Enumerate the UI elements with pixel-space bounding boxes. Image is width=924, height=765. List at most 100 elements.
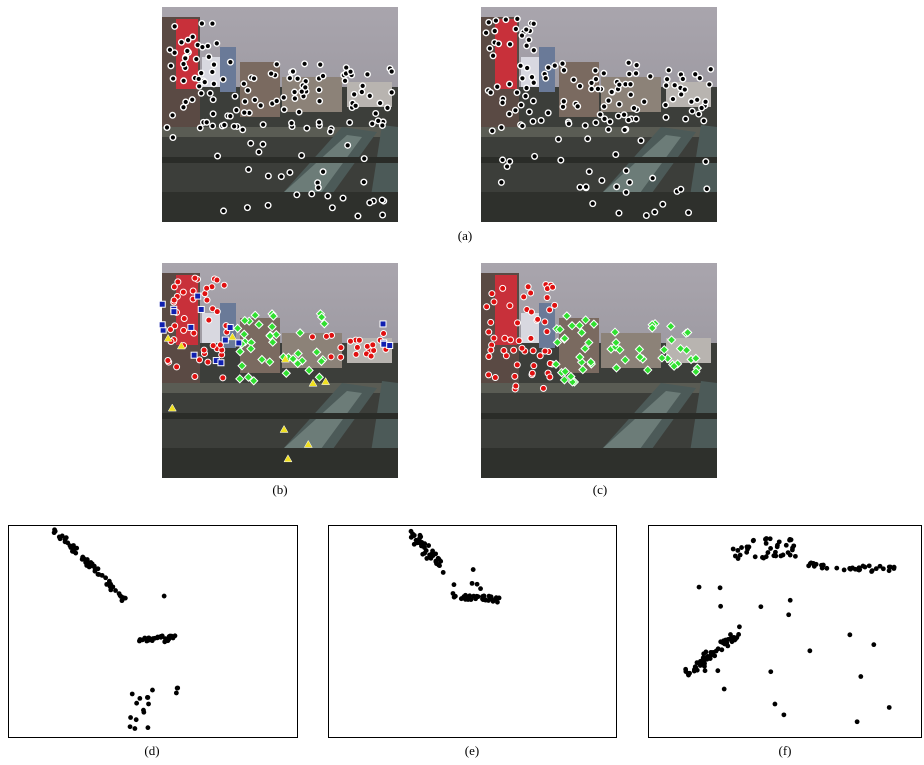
marker [493, 18, 499, 24]
marker [470, 581, 475, 586]
marker [526, 37, 532, 43]
marker [441, 570, 446, 575]
marker [410, 531, 415, 536]
marker [347, 120, 353, 126]
marker [437, 563, 442, 568]
marker [492, 28, 498, 34]
marker [650, 175, 656, 181]
marker [296, 109, 302, 115]
marker [663, 102, 669, 108]
marker [545, 110, 551, 116]
marker [355, 213, 361, 219]
marker [788, 553, 793, 558]
marker [560, 61, 566, 67]
marker [790, 548, 795, 553]
marker [137, 639, 142, 644]
marker [196, 83, 202, 89]
marker [793, 554, 798, 559]
marker [484, 304, 490, 310]
marker [499, 180, 505, 186]
marker [210, 69, 216, 75]
marker [524, 65, 530, 71]
marker [807, 648, 812, 653]
marker [633, 116, 639, 122]
marker [204, 120, 210, 126]
marker [168, 327, 174, 333]
marker [171, 284, 177, 290]
marker [858, 674, 863, 679]
marker [540, 385, 546, 391]
marker [120, 598, 125, 603]
marker [528, 335, 534, 341]
marker [488, 347, 494, 353]
marker [528, 290, 534, 296]
marker [499, 125, 505, 131]
marker [198, 306, 204, 312]
marker [869, 569, 874, 574]
marker [164, 125, 170, 131]
marker [763, 537, 768, 542]
marker [542, 319, 548, 325]
marker [478, 586, 483, 591]
marker [622, 127, 628, 133]
marker [205, 43, 211, 49]
marker [227, 113, 233, 119]
marker [274, 98, 280, 104]
marker [240, 127, 246, 133]
marker [556, 136, 562, 142]
marker [465, 596, 470, 601]
marker [371, 347, 377, 353]
marker [227, 325, 233, 331]
marker [518, 102, 524, 108]
marker [621, 112, 627, 118]
marker [162, 639, 167, 644]
marker [389, 90, 395, 96]
marker [167, 634, 172, 639]
marker [170, 113, 176, 119]
marker [174, 364, 180, 370]
marker [96, 566, 101, 571]
marker [191, 352, 197, 358]
marker [500, 100, 506, 106]
marker [501, 347, 507, 353]
marker [183, 99, 189, 105]
marker [558, 157, 564, 163]
marker [220, 375, 226, 381]
marker [487, 46, 493, 52]
marker [210, 123, 216, 129]
marker [256, 149, 262, 155]
marker [652, 209, 658, 215]
marker [753, 554, 758, 559]
marker [380, 123, 386, 129]
marker [726, 637, 731, 642]
marker [452, 582, 457, 587]
marker [60, 534, 65, 539]
marker [252, 97, 258, 103]
marker [666, 67, 672, 73]
marker [784, 543, 789, 548]
marker [70, 549, 75, 554]
marker [773, 702, 778, 707]
marker [236, 340, 242, 346]
marker [367, 200, 373, 206]
marker [703, 159, 709, 165]
marker [268, 71, 274, 77]
marker [385, 105, 391, 111]
marker [583, 184, 589, 190]
marker [191, 330, 197, 336]
marker [663, 83, 669, 89]
marker [531, 363, 537, 369]
marker [660, 201, 666, 207]
marker [232, 93, 238, 99]
marker [299, 153, 305, 159]
marker [521, 294, 527, 300]
marker [550, 284, 556, 290]
marker [704, 649, 709, 654]
marker [182, 55, 188, 61]
marker [195, 293, 201, 299]
marker [414, 538, 419, 543]
marker [353, 103, 359, 109]
marker [309, 191, 315, 197]
marker [686, 210, 692, 216]
marker [475, 582, 480, 587]
